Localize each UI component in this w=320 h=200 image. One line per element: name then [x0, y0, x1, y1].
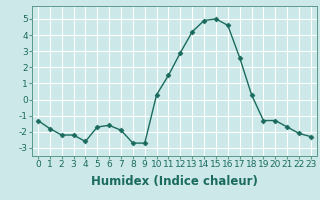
X-axis label: Humidex (Indice chaleur): Humidex (Indice chaleur) [91, 175, 258, 188]
